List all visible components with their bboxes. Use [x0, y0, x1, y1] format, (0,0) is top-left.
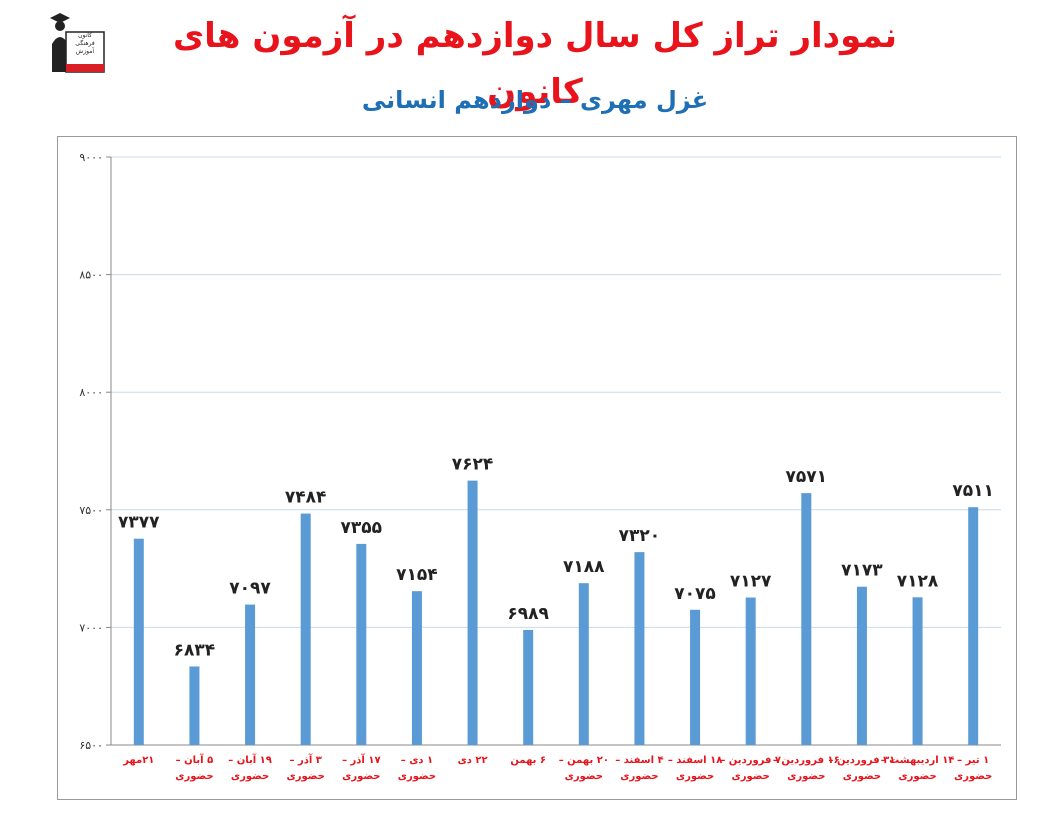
chart-frame: ۶۵۰۰ ۷۰۰۰ ۷۵۰۰ ۸۰۰۰ ۸۵۰۰ ۹۰۰۰ ۷۳۷۷ ۲۱مهر ۶۸۳۴ ۵ آ… — [57, 136, 1017, 800]
x-tick-label: ۳۱ فروردین – حضوری — [829, 755, 896, 782]
x-tick-label: ۱۷ آذر – حضوری — [342, 753, 381, 782]
data-label: ۷۰۷۵ — [674, 584, 716, 604]
bar — [968, 507, 979, 745]
x-tick-label: ۱۶ فروردین – حضوری — [773, 755, 840, 782]
x-tick-label: ۱۸ اسفند – حضوری — [668, 755, 723, 782]
bar — [523, 629, 534, 745]
bar — [356, 543, 367, 745]
logo-line: قلم چی — [75, 56, 95, 63]
x-tick-label: ۵ آبان – حضوری — [175, 753, 213, 782]
data-label: ۷۱۲۸ — [897, 571, 939, 591]
bar — [467, 480, 478, 745]
x-tick-label: ۷ فروردین – حضوری — [720, 755, 781, 782]
bar — [300, 513, 311, 745]
bar — [690, 609, 701, 745]
y-tick-label: ۷۵۰۰ — [79, 504, 103, 517]
bar — [856, 586, 867, 745]
bar — [801, 493, 812, 745]
y-tick-label: ۷۰۰۰ — [79, 621, 103, 634]
x-tick-label: ۲۲ دی — [458, 755, 488, 766]
x-tick-label: ۱ دی – حضوری — [398, 755, 436, 782]
data-label: ۶۸۳۴ — [174, 640, 216, 660]
bar — [411, 591, 422, 745]
bar — [189, 666, 200, 745]
bar — [745, 597, 756, 745]
bar — [133, 538, 144, 745]
data-label: ۷۱۲۷ — [730, 572, 772, 592]
data-label: ۷۶۲۴ — [452, 455, 494, 475]
x-tick-label: ۱۹ آبان – حضوری — [228, 753, 272, 782]
x-tick-label: ۶ بهمن — [510, 755, 546, 766]
data-label: ۶۹۸۹ — [507, 604, 549, 624]
data-label: ۷۱۸۸ — [563, 557, 605, 577]
data-label: ۷۱۷۳ — [841, 561, 883, 581]
chart-title: نمودار تراز کل سال دوازدهم در آزمون های … — [172, 16, 897, 112]
x-tick-label: ۳ آذر – حضوری — [287, 753, 325, 782]
y-tick-label: ۸۵۰۰ — [79, 269, 103, 282]
bar — [634, 552, 645, 745]
logo-line: فرهنگی — [75, 40, 95, 47]
bar-chart: ۶۵۰۰ ۷۰۰۰ ۷۵۰۰ ۸۰۰۰ ۸۵۰۰ ۹۰۰۰ ۷۳۷۷ ۲۱مهر ۶۸۳۴ ۵ آ… — [79, 151, 1001, 782]
y-tick-label: ۸۰۰۰ — [79, 386, 103, 399]
bar — [912, 597, 923, 745]
data-label: ۷۵۷۱ — [786, 467, 828, 487]
x-tick-label: ۱۴ اردیبهشت – حضوری — [881, 755, 955, 782]
data-label: ۷۵۱۱ — [952, 481, 994, 501]
data-label: ۷۳۷۷ — [118, 513, 160, 533]
data-label: ۷۱۵۴ — [396, 565, 438, 585]
data-label: ۷۳۲۰ — [619, 526, 661, 546]
y-tick-label: ۹۰۰۰ — [79, 151, 103, 164]
data-label: ۷۳۵۵ — [341, 518, 383, 538]
y-tick-label: ۶۵۰۰ — [79, 739, 103, 752]
chart-subtitle: غزل مهری – دوازدهم انسانی — [361, 86, 709, 114]
x-tick-label: ۴ اسفند – حضوری — [615, 755, 663, 782]
logo-line: کانون — [78, 32, 92, 39]
bar — [245, 604, 256, 745]
logo-line: آموزش — [75, 48, 95, 55]
data-label: ۷۴۸۴ — [285, 488, 327, 508]
x-tick-label: ۲۱مهر — [122, 755, 154, 766]
graduate-logo-icon: کانون فرهنگی آموزش قلم چی — [48, 10, 108, 80]
data-label: ۷۰۹۷ — [229, 579, 271, 599]
x-tick-label: ۱ تیر – حضوری — [954, 755, 992, 782]
bar — [578, 583, 589, 745]
x-tick-label: ۲۰ بهمن – حضوری — [559, 755, 609, 782]
